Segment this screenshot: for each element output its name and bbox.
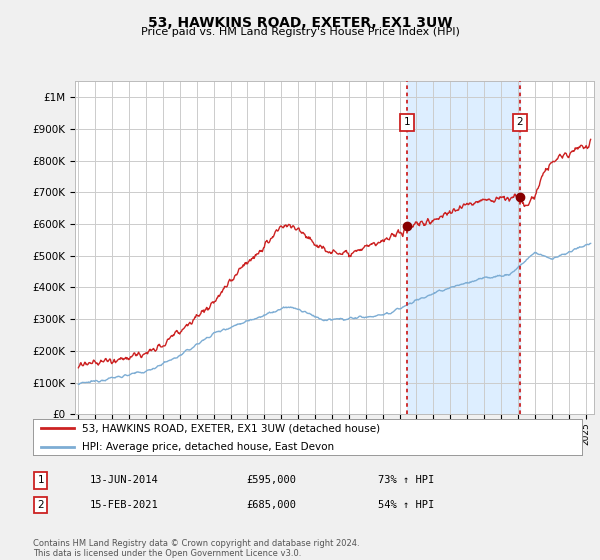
Bar [407,81,520,414]
Text: 73% ↑ HPI: 73% ↑ HPI [378,475,434,486]
Text: HPI: Average price, detached house, East Devon: HPI: Average price, detached house, East… [82,442,335,452]
Text: 13-JUN-2014: 13-JUN-2014 [90,475,159,486]
Text: 2: 2 [37,500,44,510]
Text: £595,000: £595,000 [246,475,296,486]
Text: Price paid vs. HM Land Registry's House Price Index (HPI): Price paid vs. HM Land Registry's House … [140,27,460,37]
Text: Contains HM Land Registry data © Crown copyright and database right 2024.
This d: Contains HM Land Registry data © Crown c… [33,539,359,558]
Text: 53, HAWKINS ROAD, EXETER, EX1 3UW (detached house): 53, HAWKINS ROAD, EXETER, EX1 3UW (detac… [82,423,380,433]
Text: 1: 1 [404,118,410,128]
Text: 15-FEB-2021: 15-FEB-2021 [90,500,159,510]
Text: 1: 1 [37,475,44,486]
Text: £685,000: £685,000 [246,500,296,510]
Text: 54% ↑ HPI: 54% ↑ HPI [378,500,434,510]
Text: 2: 2 [517,118,523,128]
Text: 53, HAWKINS ROAD, EXETER, EX1 3UW: 53, HAWKINS ROAD, EXETER, EX1 3UW [148,16,452,30]
